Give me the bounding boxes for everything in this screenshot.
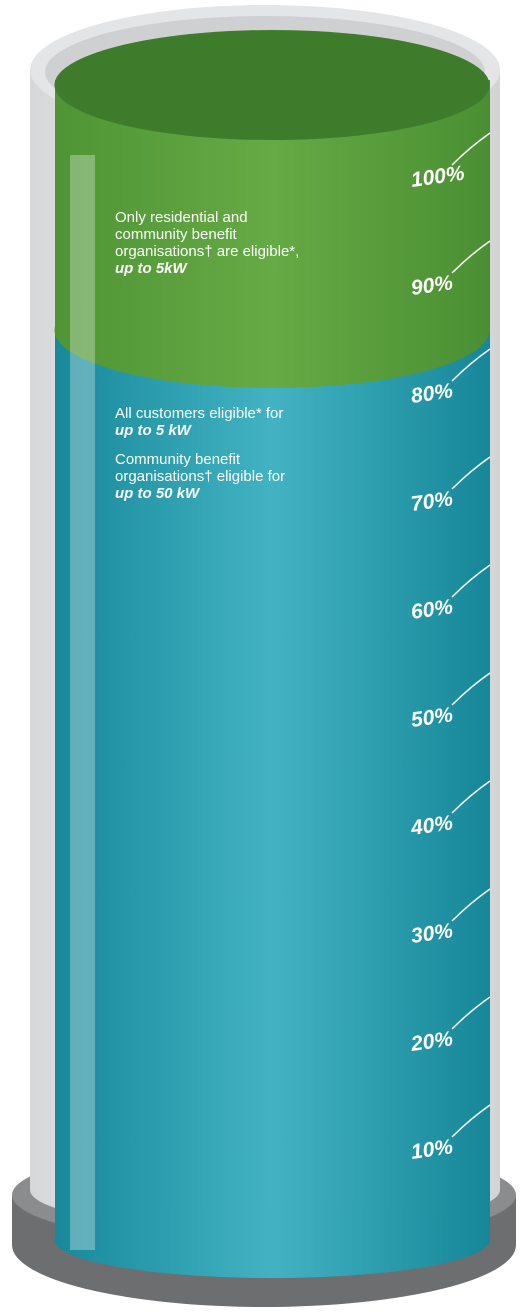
zone-emphasis: up to 5 kW [115, 422, 193, 439]
cylinder-graphic: 100%90%80%70%60%50%40%30%20%10% Only res… [0, 0, 528, 1312]
zone-text: Only residential and [115, 209, 248, 226]
zone-emphasis: up to 5kW [115, 260, 189, 277]
zone-text: community benefit [115, 226, 238, 243]
zone-text: All customers eligible* for [115, 405, 283, 422]
zone-text: organisations† eligible for [115, 468, 285, 485]
page: {"scale": {"labels": ["100%", "90%", "80… [0, 0, 528, 1312]
zone-emphasis: up to 50 kW [115, 485, 201, 502]
zone-text: Community benefit [115, 451, 241, 468]
zone-text: organisations† are eligible*, [115, 243, 299, 260]
